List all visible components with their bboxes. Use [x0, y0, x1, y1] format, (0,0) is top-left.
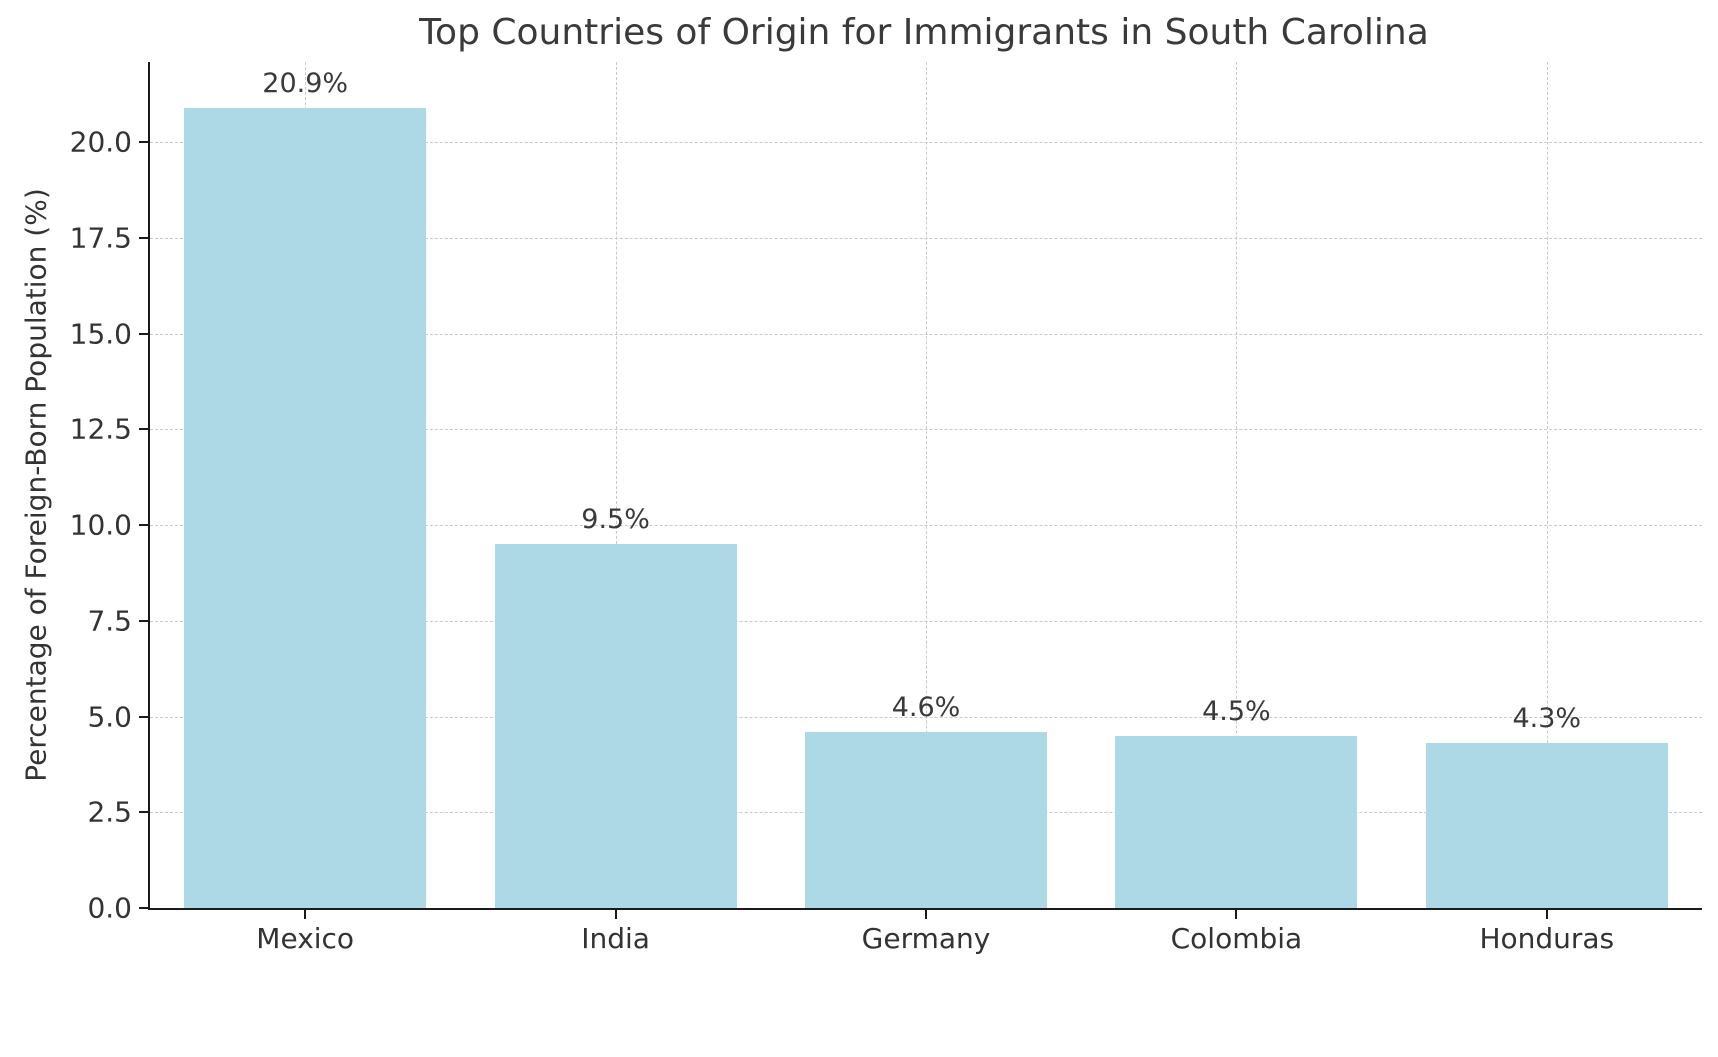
- y-tick-mark: [139, 428, 148, 431]
- bar-value-label: 4.5%: [1202, 695, 1271, 727]
- y-tick-label: 0.0: [87, 891, 132, 925]
- bar: [804, 731, 1048, 908]
- y-tick-mark: [139, 141, 148, 144]
- x-tick-label: India: [581, 922, 650, 955]
- v-gridline: [1546, 62, 1548, 908]
- x-tick-mark: [1545, 910, 1548, 919]
- x-tick-label: Colombia: [1170, 922, 1303, 955]
- y-tick-label: 5.0: [87, 700, 132, 734]
- y-axis-label: Percentage of Foreign-Born Population (%…: [19, 188, 53, 782]
- y-tick-mark: [139, 907, 148, 909]
- bar-value-label: 9.5%: [581, 504, 650, 536]
- bar: [1425, 743, 1668, 908]
- y-tick-label: 20.0: [69, 125, 132, 159]
- y-tick-mark: [139, 619, 148, 622]
- y-tick-label: 17.5: [69, 221, 132, 255]
- y-tick-label: 7.5: [87, 604, 132, 638]
- y-tick-label: 15.0: [69, 317, 132, 351]
- x-tick-mark: [1235, 910, 1238, 919]
- x-tick-label: Mexico: [256, 922, 355, 955]
- bar-value-label: 4.3%: [1512, 703, 1582, 735]
- y-tick-label: 10.0: [69, 508, 132, 542]
- y-tick-mark: [139, 715, 148, 718]
- x-tick-mark: [925, 910, 927, 919]
- v-gridline: [926, 62, 927, 908]
- bar: [184, 107, 427, 908]
- y-tick-label: 12.5: [69, 412, 132, 446]
- bar-value-label: 20.9%: [262, 67, 349, 99]
- x-tick-mark: [614, 910, 617, 919]
- v-gridline: [615, 62, 617, 908]
- v-gridline: [1236, 62, 1238, 908]
- plot-area: 0.0 2.5 5.0 7.5 10.0 12.5 15.0 17.5 20.0 20.9% Mex…: [70, 62, 1702, 955]
- x-tick-label: Germany: [861, 922, 991, 955]
- chart-title: Top Countries of Origin for Immigrants i…: [419, 12, 1429, 53]
- bar-value-label: 4.6%: [891, 691, 961, 723]
- y-tick-mark: [139, 811, 148, 814]
- bar: [494, 544, 737, 908]
- x-tick-label: Honduras: [1479, 922, 1615, 955]
- y-tick-label: 2.5: [87, 795, 132, 829]
- y-tick-mark: [139, 237, 148, 240]
- y-tick-mark: [139, 524, 148, 527]
- y-tick-mark: [139, 332, 148, 335]
- bar: [1115, 735, 1358, 908]
- x-tick-mark: [304, 910, 307, 919]
